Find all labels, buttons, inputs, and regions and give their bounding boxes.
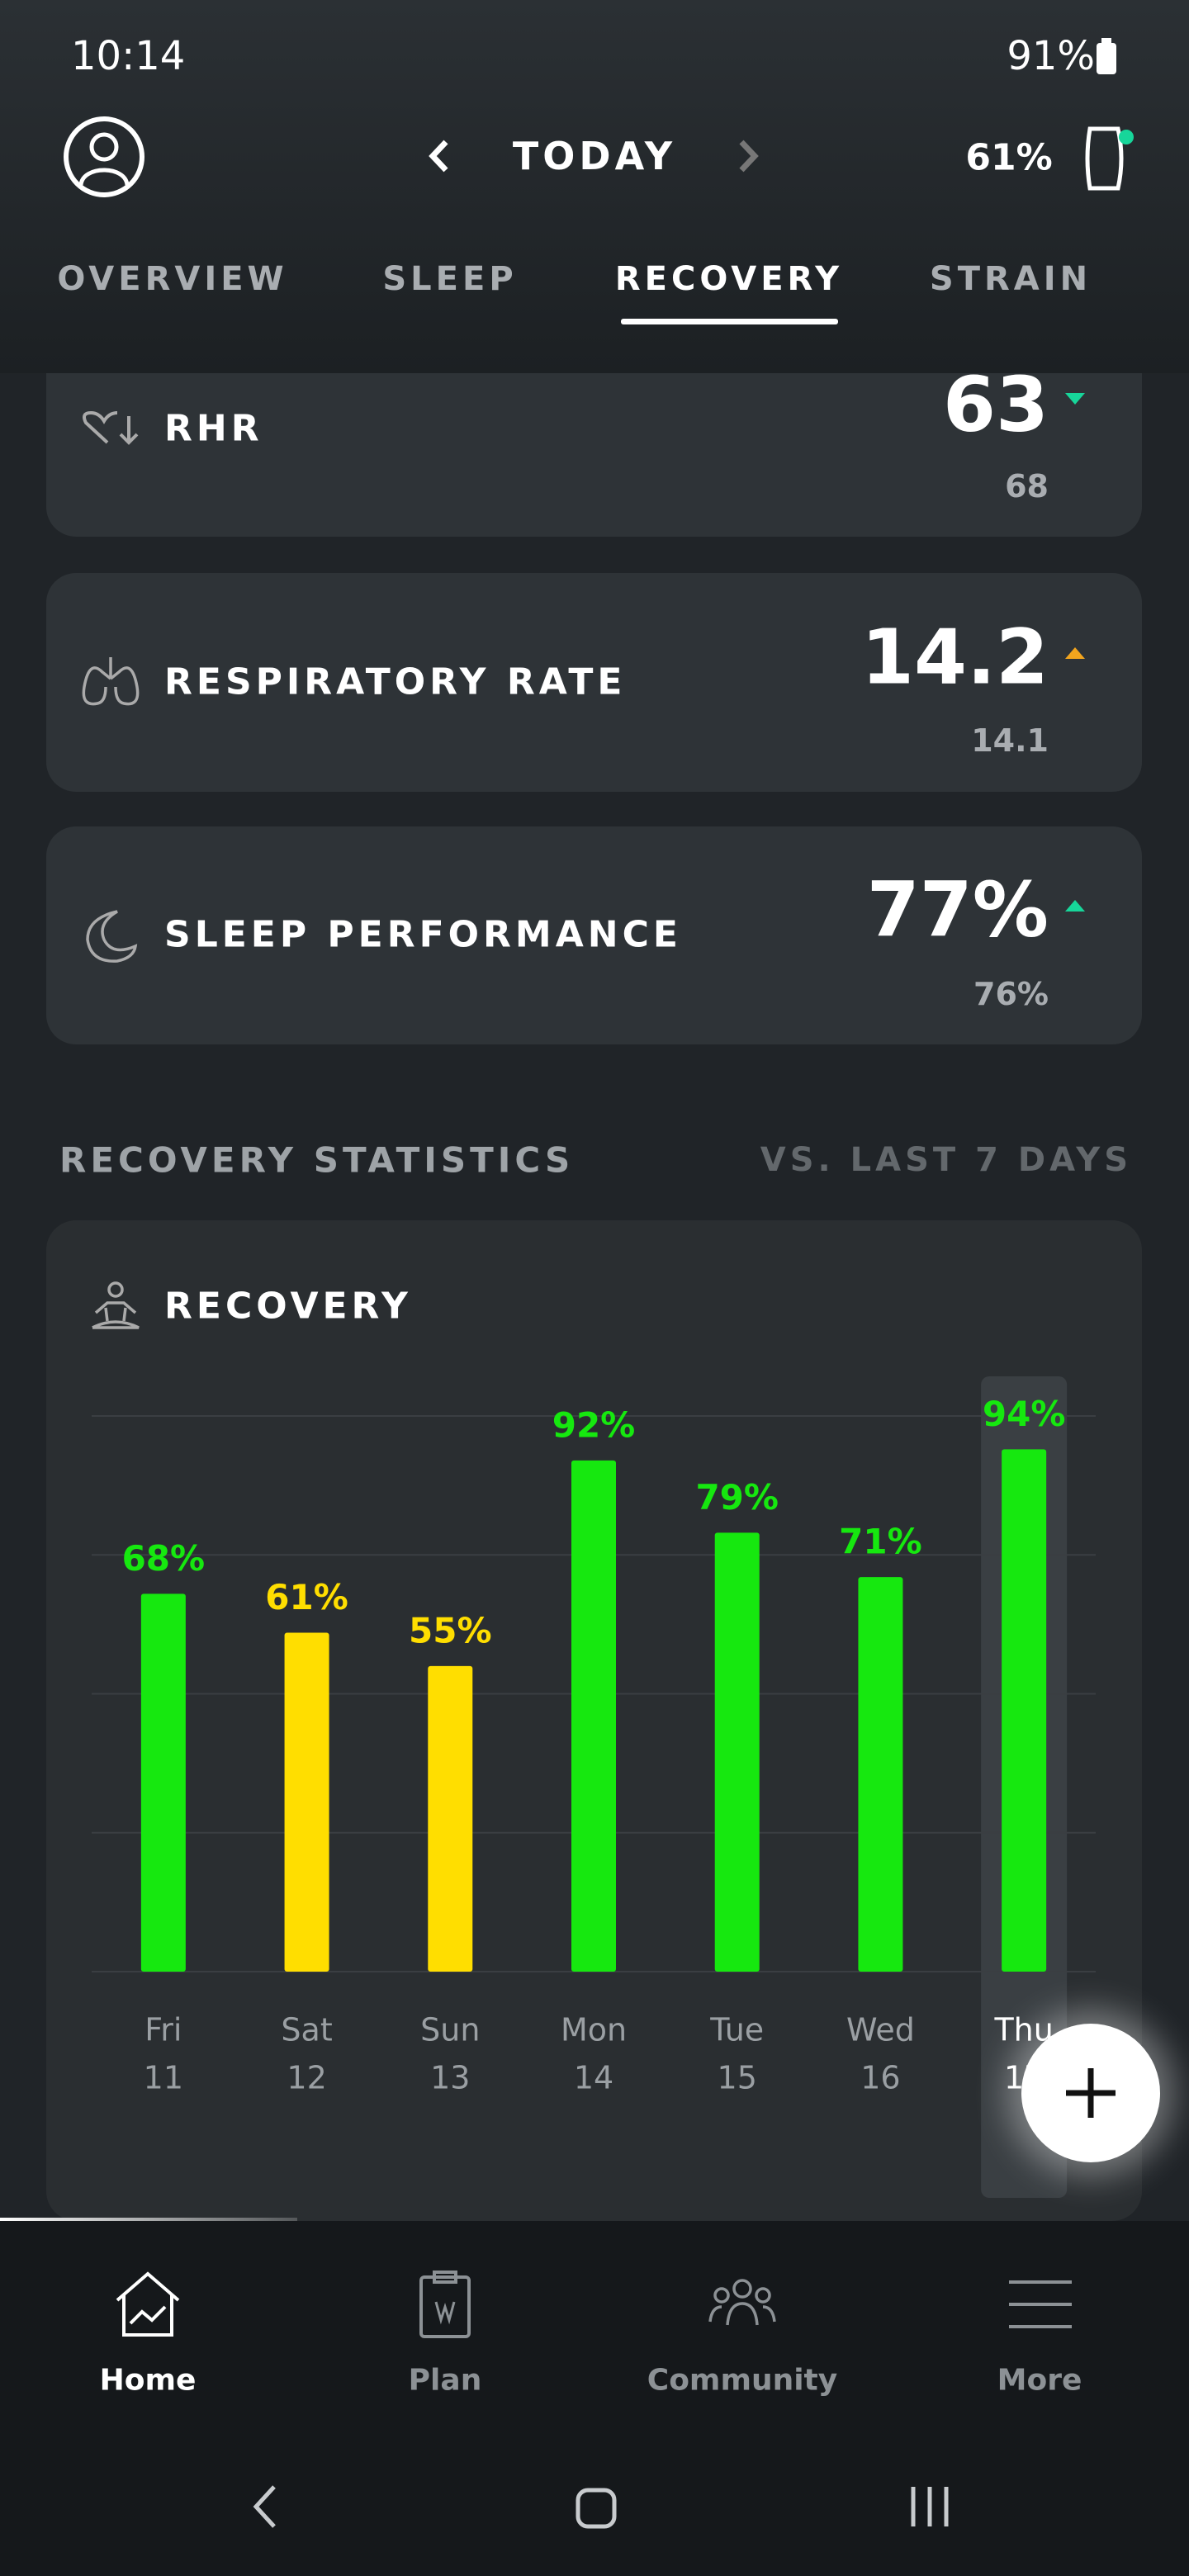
- value-label: 55%: [409, 1610, 492, 1650]
- plan-icon[interactable]: [416, 2269, 474, 2340]
- section-comparison: VS. LAST 7 DAYS: [760, 1141, 1132, 1179]
- moon-icon: [86, 910, 138, 963]
- x-tick-label: Mon: [561, 2012, 627, 2048]
- metric-value: 63: [942, 360, 1049, 449]
- bar: [714, 1532, 760, 1972]
- bar: [140, 1593, 186, 1972]
- tab[interactable]: STRAIN: [929, 260, 1092, 298]
- bar: [571, 1460, 616, 1972]
- back-button[interactable]: [253, 2485, 276, 2528]
- recents-button[interactable]: [911, 2487, 949, 2526]
- bar: [1002, 1449, 1047, 1972]
- metric-baseline: 76%: [973, 976, 1049, 1012]
- x-tick-label: Tue: [709, 2012, 764, 2048]
- tab[interactable]: OVERVIEW: [57, 260, 288, 298]
- x-tick-date: 16: [860, 2060, 900, 2096]
- metric-card: [46, 826, 1142, 1044]
- tab-active[interactable]: RECOVERY: [614, 260, 844, 298]
- x-tick-date: 11: [144, 2060, 183, 2096]
- value-label: 61%: [265, 1577, 348, 1617]
- rhr-icon: [83, 410, 139, 445]
- down-arrow: [1065, 393, 1085, 405]
- x-tick-label: Sat: [281, 2012, 332, 2048]
- bottom-nav: [0, 2221, 1189, 2576]
- value-label: 79%: [695, 1477, 779, 1518]
- up-arrow: [1065, 647, 1085, 659]
- metric-value: 77%: [866, 865, 1049, 954]
- bar: [428, 1665, 473, 1972]
- nav-label[interactable]: More: [997, 2363, 1082, 2398]
- metric-card: [46, 573, 1142, 792]
- add-button[interactable]: [1021, 2024, 1160, 2162]
- x-tick-date: 14: [574, 2060, 613, 2096]
- value-label: 94%: [983, 1394, 1066, 1434]
- up-arrow: [1065, 900, 1085, 912]
- date-nav: [429, 140, 759, 173]
- nav-label-active[interactable]: Home: [99, 2363, 197, 2398]
- device-battery: 61%: [965, 136, 1053, 179]
- section-title: RECOVERY STATISTICS: [59, 1139, 575, 1181]
- next-day[interactable]: [739, 140, 759, 173]
- x-tick-date: 15: [718, 2060, 757, 2096]
- tab[interactable]: SLEEP: [382, 260, 518, 298]
- bar: [284, 1632, 329, 1972]
- prev-day[interactable]: [429, 140, 448, 173]
- home-icon[interactable]: [112, 2269, 183, 2340]
- metric-label: SLEEP PERFORMANCE: [164, 913, 682, 956]
- home-button[interactable]: [576, 2488, 617, 2529]
- top-bar: [0, 0, 1189, 373]
- device-button[interactable]: [1073, 121, 1139, 197]
- nav-indicator: [0, 2218, 297, 2221]
- metric-baseline: 14.1: [971, 722, 1049, 759]
- x-tick-label: Wed: [846, 2012, 915, 2048]
- system-nav: [253, 2485, 949, 2529]
- value-label: 92%: [552, 1404, 636, 1445]
- metric-label: RESPIRATORY RATE: [164, 661, 627, 703]
- chart-title: RECOVERY: [164, 1285, 412, 1328]
- chart: 68% Fri 11 61% Sat 12 55% Sun 13 92% Mon 14 79% Tue 15…: [92, 1376, 1096, 2198]
- x-tick-date: 13: [430, 2060, 470, 2096]
- x-tick-label: Fri: [144, 2012, 182, 2048]
- value-label: 71%: [839, 1522, 922, 1562]
- x-tick-date: 12: [287, 2060, 326, 2096]
- more-icon[interactable]: [1007, 2277, 1073, 2332]
- meditate-icon: [92, 1281, 140, 1329]
- metric-value: 14.2: [861, 613, 1049, 702]
- lungs-icon: [82, 657, 140, 706]
- metric-baseline: 68: [1005, 468, 1049, 504]
- value-label: 68%: [122, 1538, 206, 1579]
- metric-label: RHR: [164, 407, 263, 450]
- community-icon[interactable]: [707, 2275, 778, 2333]
- day-label: TODAY: [512, 134, 677, 178]
- battery-icon: [1097, 38, 1116, 74]
- tab-underline: [621, 319, 838, 324]
- nav-label[interactable]: Plan: [408, 2363, 482, 2398]
- bar: [858, 1577, 903, 1972]
- metric-card: [46, 373, 1142, 537]
- status-time: 10:14: [71, 33, 186, 79]
- status-battery: 91%: [1007, 33, 1095, 79]
- nav-label[interactable]: Community: [647, 2363, 838, 2398]
- x-tick-label: Sun: [420, 2012, 480, 2048]
- profile-button[interactable]: [61, 114, 147, 200]
